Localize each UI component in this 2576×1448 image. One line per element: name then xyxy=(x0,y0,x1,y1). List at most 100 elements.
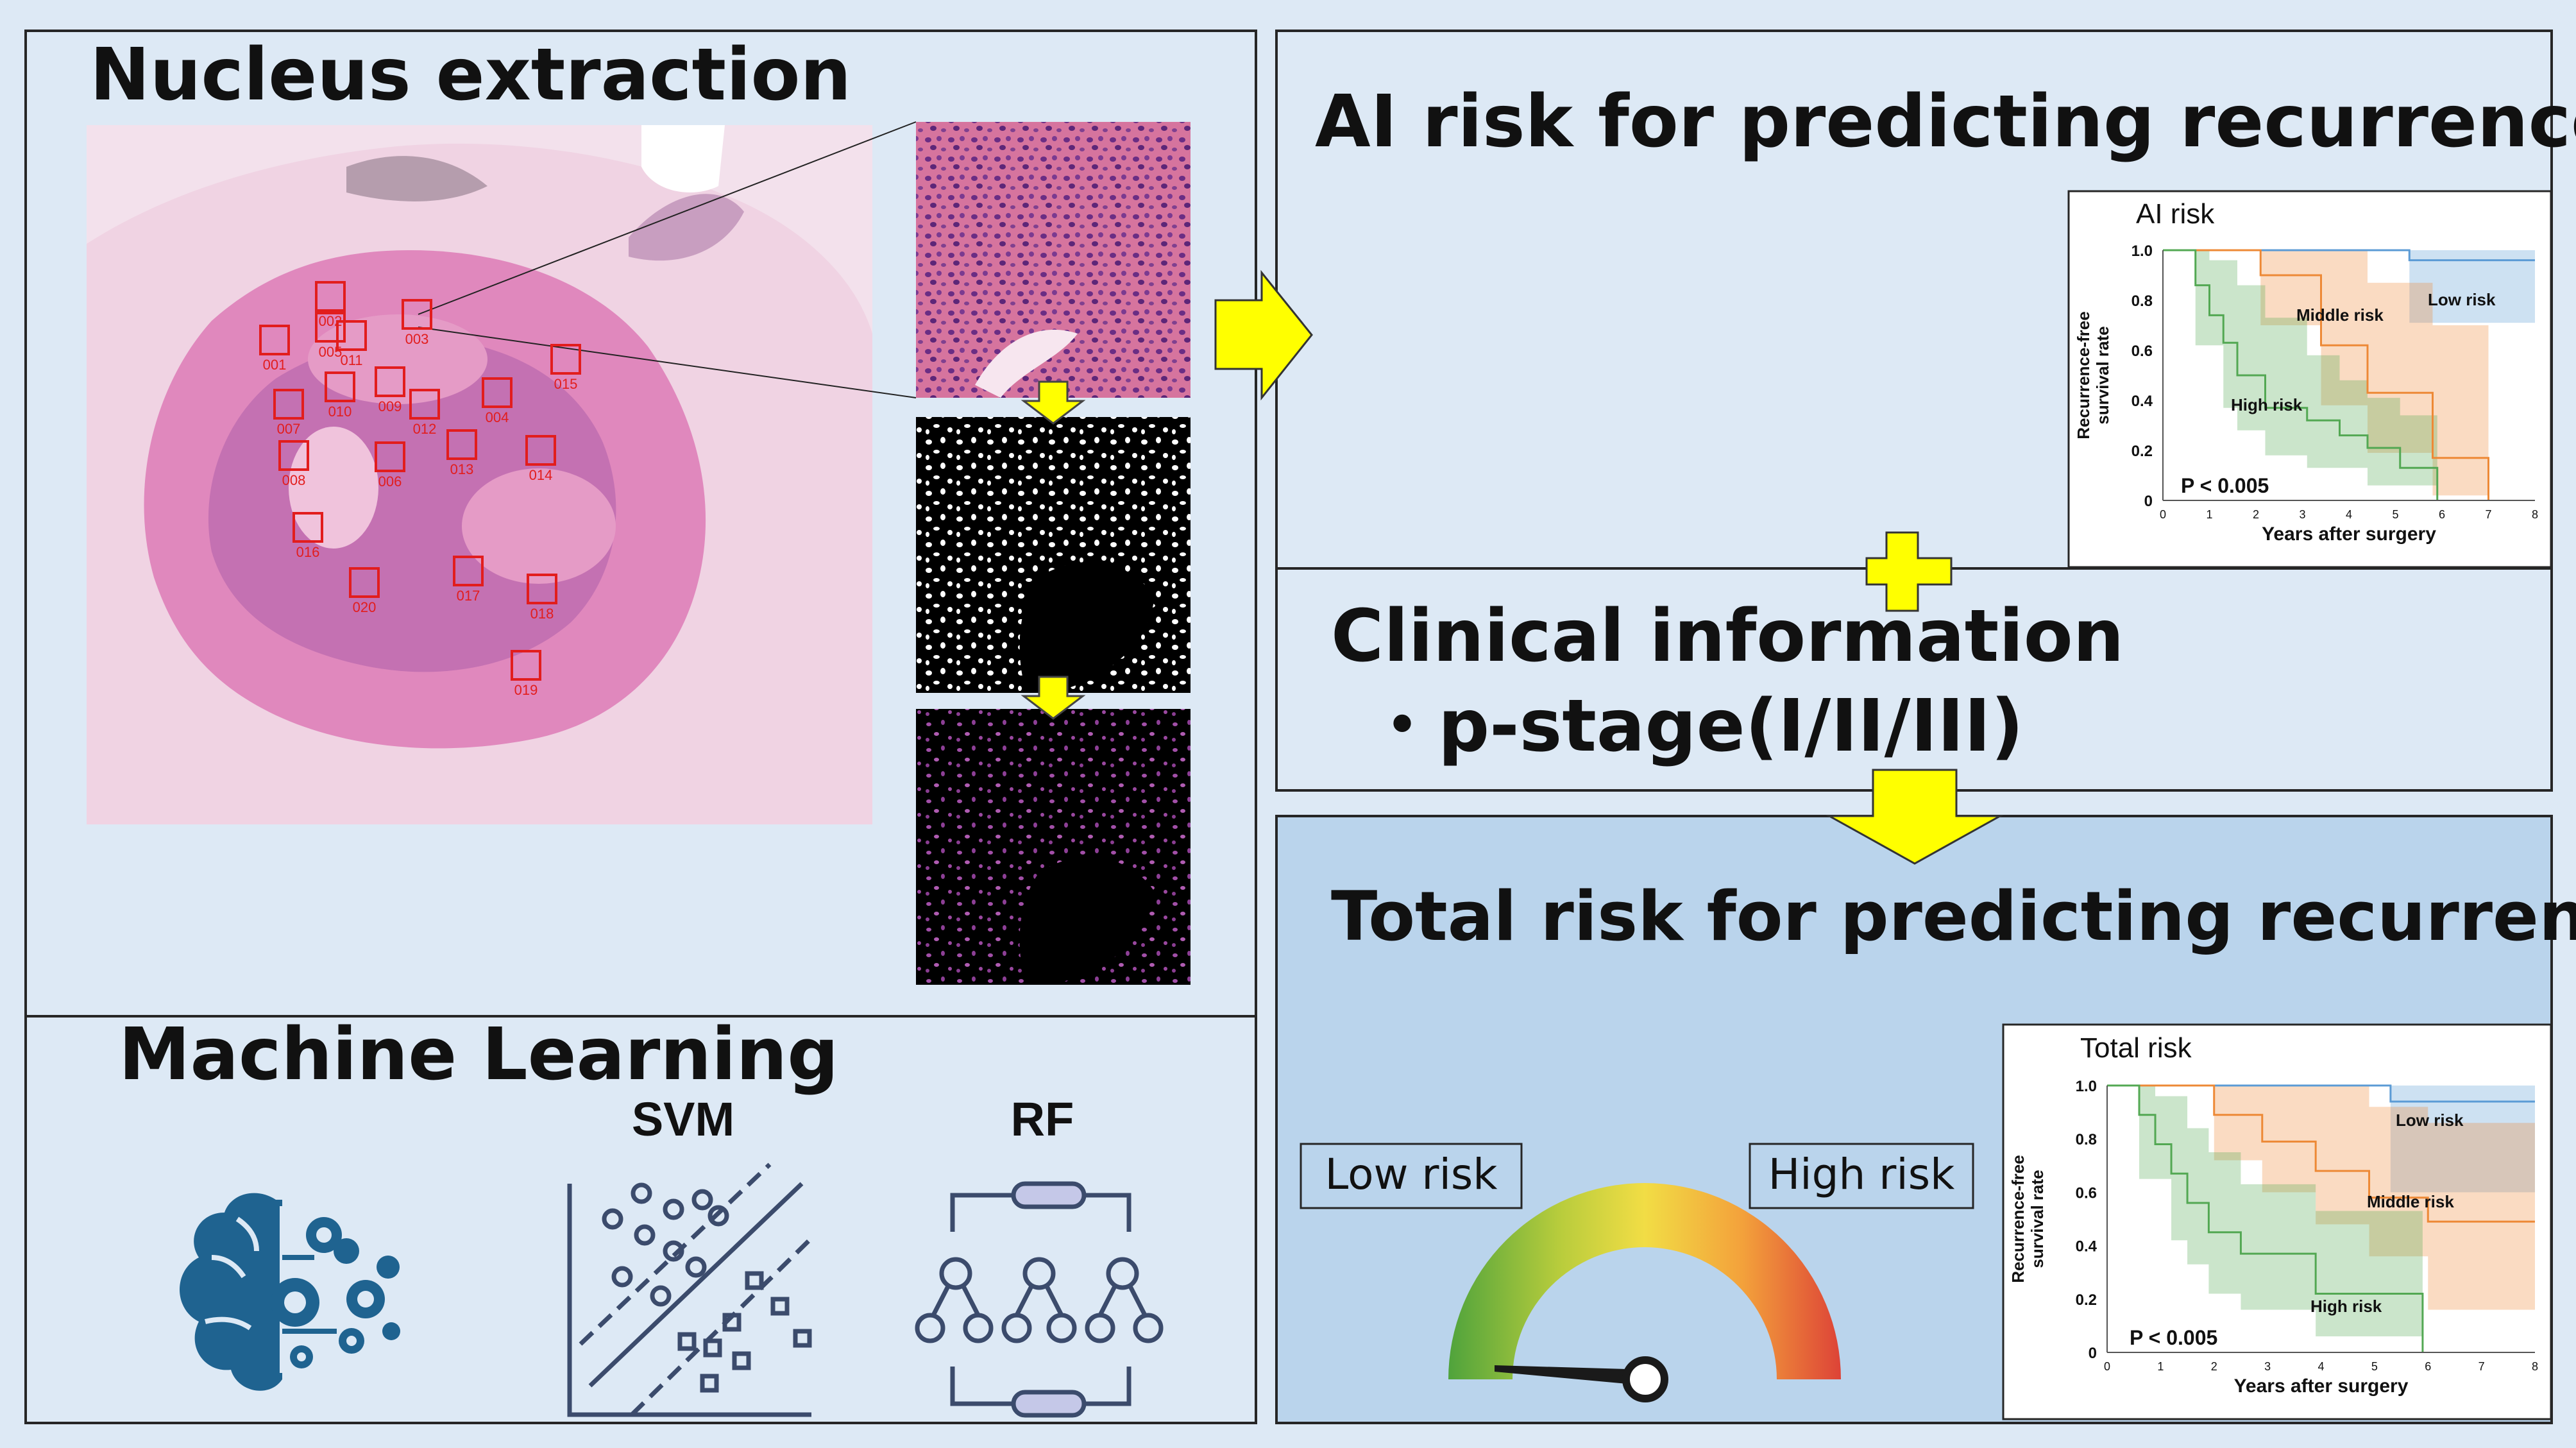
high-risk-label: High risk xyxy=(1768,1150,1956,1199)
km-x-tick: 4 xyxy=(2346,508,2352,521)
km-x-tick: 6 xyxy=(2439,508,2445,521)
km-ci-band xyxy=(2107,1086,2423,1352)
roi-box xyxy=(527,574,557,604)
nucleus-title: Nucleus extraction xyxy=(90,33,851,117)
right-arrow xyxy=(1214,269,1313,401)
roi-box xyxy=(292,512,323,543)
km-y-tick: 1.0 xyxy=(2131,243,2153,260)
roi-box xyxy=(550,344,581,375)
km-p-value: P < 0.005 xyxy=(2130,1326,2217,1349)
low-risk-label: Low risk xyxy=(1325,1150,1498,1199)
high-risk-box xyxy=(1749,1143,1974,1209)
roi-box xyxy=(446,429,477,460)
roi-label: 014 xyxy=(529,467,553,483)
km-y-tick: 0 xyxy=(2089,1345,2097,1362)
roi-box xyxy=(349,567,380,598)
km-y-label: survival rate xyxy=(2028,1170,2047,1268)
roi-box xyxy=(315,312,346,343)
he-zoom-image xyxy=(916,122,1191,398)
km-x-tick: 5 xyxy=(2371,1360,2378,1373)
km-y-label: survival rate xyxy=(2093,326,2112,424)
km-y-label: Recurrence-free xyxy=(2074,311,2093,439)
roi-box xyxy=(402,299,432,330)
km-x-tick: 7 xyxy=(2479,1360,2485,1373)
km-y-tick: 0.6 xyxy=(2131,343,2153,360)
roi-box xyxy=(482,377,513,408)
gauge-hub xyxy=(1622,1356,1668,1402)
clinical-item-pstage: ・p-stage(I/II/III) xyxy=(1366,685,2024,768)
roi-label: 008 xyxy=(282,472,306,488)
svm-label: SVM xyxy=(632,1093,734,1146)
roi-box xyxy=(375,366,405,397)
km-x-tick: 4 xyxy=(2318,1360,2324,1373)
roi-box xyxy=(278,440,309,471)
whole-slide-image xyxy=(87,125,872,824)
roi-label: 011 xyxy=(340,352,362,368)
km-y-tick: 1.0 xyxy=(2076,1078,2097,1095)
roi-label: 012 xyxy=(413,421,437,437)
km-y-tick: 0.2 xyxy=(2131,443,2153,460)
km-x-tick: 6 xyxy=(2425,1360,2431,1373)
down-arrow-2 xyxy=(1021,676,1086,720)
roi-box xyxy=(325,371,355,402)
km-series-label: High risk xyxy=(2310,1297,2382,1316)
ml-title: Machine Learning xyxy=(119,1013,838,1096)
roi-label: 006 xyxy=(378,473,402,490)
km-x-tick: 8 xyxy=(2532,1360,2538,1373)
km-curve xyxy=(2163,249,2439,500)
km-y-label: Recurrence-free xyxy=(2008,1155,2028,1282)
km-ci-band xyxy=(2163,250,2437,500)
km-y-tick: 0.4 xyxy=(2076,1238,2097,1256)
roi-box xyxy=(273,389,304,420)
plus-sign xyxy=(1865,531,1953,612)
risk-gauge xyxy=(1448,1183,1841,1402)
total-risk-km-plot: Total risk 0 1 2 3 4 5 6 7 8 0 0.2 0.4 0.6 0.8 1.0 Years… xyxy=(2002,1023,2552,1420)
roi-label: 003 xyxy=(405,331,429,347)
km-ci-band xyxy=(2163,250,2535,323)
km-ci-band xyxy=(2107,1086,2535,1193)
km-y-tick: 0.8 xyxy=(2076,1131,2097,1148)
km-y-tick: 0.6 xyxy=(2076,1184,2097,1202)
km-y-tick: 0.4 xyxy=(2131,393,2153,410)
roi-label: 009 xyxy=(378,398,402,414)
svm-scatter-icon xyxy=(567,1163,813,1417)
km-x-tick: 7 xyxy=(2485,508,2491,521)
km-series-label: Middle risk xyxy=(2367,1192,2454,1211)
brain-gears-icon xyxy=(180,1193,400,1391)
km-x-tick: 0 xyxy=(2104,1360,2110,1373)
roi-label: 019 xyxy=(514,682,538,698)
zoom-line-top xyxy=(418,121,917,315)
km-x-tick: 1 xyxy=(2206,508,2212,521)
km-title: Total risk xyxy=(2080,1032,2192,1064)
down-arrow-big xyxy=(1826,769,2004,865)
km-x-label: Years after surgery xyxy=(2234,1376,2409,1397)
km-series-label: Middle risk xyxy=(2296,305,2384,325)
total-title: Total risk for predicting recurrence xyxy=(1331,877,2576,956)
roi-box xyxy=(525,435,556,466)
roi-label: 007 xyxy=(277,421,301,437)
km-curve xyxy=(2107,1084,2424,1352)
binary-mask-void xyxy=(1019,562,1155,693)
km-curve xyxy=(2163,249,2535,262)
down-arrow-1 xyxy=(1021,380,1086,425)
km-x-tick: 5 xyxy=(2392,508,2398,521)
km-ci-band xyxy=(2163,250,2489,496)
km-series-label: Low risk xyxy=(2396,1111,2464,1130)
roi-label: 004 xyxy=(486,409,509,425)
km-ci-band xyxy=(2107,1086,2535,1310)
km-frame xyxy=(2067,190,2552,568)
km-x-tick: 3 xyxy=(2299,508,2305,521)
km-p-value: P < 0.005 xyxy=(2181,474,2269,497)
roi-box xyxy=(375,441,405,472)
km-series-label: High risk xyxy=(2231,395,2303,414)
km-y-tick: 0.2 xyxy=(2076,1291,2097,1309)
km-series-label: Low risk xyxy=(2428,290,2496,309)
roi-box xyxy=(315,281,346,312)
roi-label: 016 xyxy=(296,544,320,560)
gauge-needle xyxy=(1495,1365,1648,1386)
km-y-tick: 0.8 xyxy=(2131,293,2153,310)
clinical-title: Clinical information xyxy=(1331,595,2124,678)
ai-title: AI risk for predicting recurrence xyxy=(1315,80,2576,164)
